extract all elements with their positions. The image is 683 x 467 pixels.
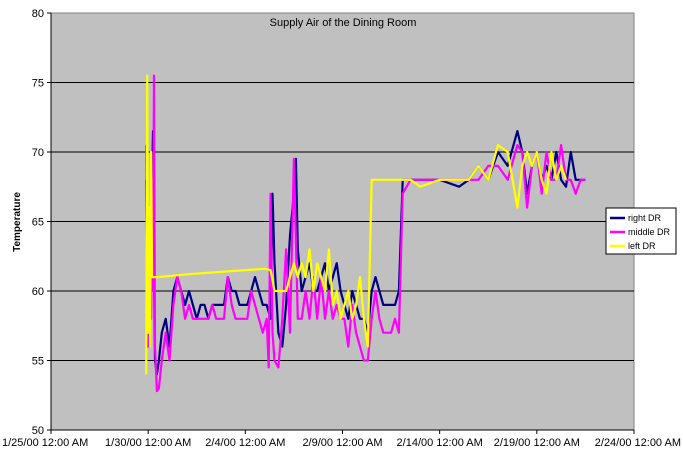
x-tick-label: 2/19/00 12:00 AM [494, 437, 580, 449]
chart-title: Supply Air of the Dining Room [270, 17, 417, 29]
y-axis-label: Temperature [12, 192, 23, 252]
y-tick-label: 70 [32, 147, 44, 159]
x-tick-labels: 1/25/00 12:00 AM 1/30/00 12:00 AM 2/4/00 1… [2, 437, 681, 449]
x-tick-label: 2/14/00 12:00 AM [397, 437, 483, 449]
series-lines [145, 74, 586, 393]
x-tick-label: 1/25/00 12:00 AM [2, 437, 88, 449]
x-tick-label: 2/9/00 12:00 AM [302, 437, 382, 449]
series-line-left-dr [145, 74, 568, 375]
x-tick-label: 2/4/00 12:00 AM [205, 437, 285, 449]
y-tick-label: 50 [32, 425, 44, 437]
legend-label: left DR [628, 241, 656, 251]
x-tick-label: 2/24/00 12:00 AM [595, 437, 681, 449]
y-tick-label: 65 [32, 217, 44, 229]
y-tick-label: 55 [32, 356, 44, 368]
legend-label: right DR [628, 213, 662, 223]
legend-label: middle DR [628, 227, 671, 237]
y-tick-label: 75 [32, 78, 44, 90]
x-tick-label: 1/30/00 12:00 AM [105, 437, 191, 449]
legend: right DR middle DR left DR [605, 207, 677, 255]
y-tick-label: 80 [32, 8, 44, 20]
y-tick-labels: 50 55 60 65 70 75 80 [32, 8, 44, 437]
y-tick-label: 60 [32, 286, 44, 298]
